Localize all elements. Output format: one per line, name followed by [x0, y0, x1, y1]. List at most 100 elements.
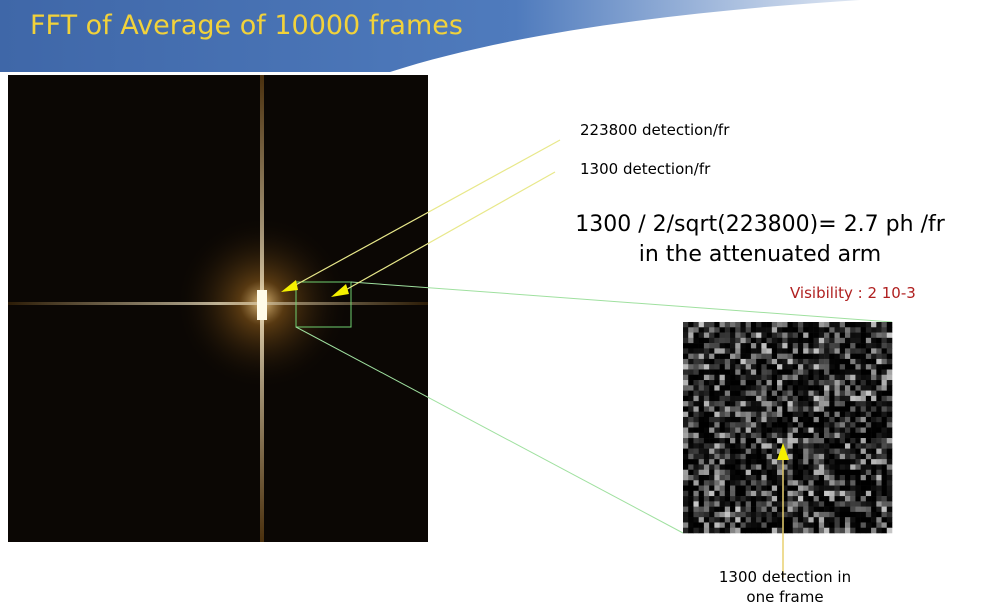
noise-pixel — [819, 417, 825, 423]
noise-pixel — [808, 475, 814, 481]
noise-pixel — [887, 417, 893, 423]
noise-pixel — [845, 528, 851, 534]
noise-pixel — [798, 496, 804, 502]
noise-pixel — [730, 491, 736, 497]
noise-pixel — [730, 401, 736, 407]
noise-pixel — [735, 438, 741, 444]
noise-pixel — [735, 401, 741, 407]
noise-pixel — [683, 380, 689, 386]
noise-pixel — [866, 354, 872, 360]
noise-pixel — [777, 428, 783, 434]
noise-pixel — [746, 354, 752, 360]
noise-pixel — [714, 443, 720, 449]
noise-pixel — [688, 528, 694, 534]
slide-title: FFT of Average of 10000 frames — [30, 10, 463, 41]
noise-pixel — [882, 406, 888, 412]
noise-pixel — [730, 333, 736, 339]
noise-pixel — [777, 396, 783, 402]
noise-pixel — [704, 354, 710, 360]
noise-pixel — [850, 428, 856, 434]
noise-pixel — [876, 354, 882, 360]
noise-pixel — [803, 375, 809, 381]
noise-pixel — [803, 528, 809, 534]
noise-pixel — [767, 375, 773, 381]
noise-pixel — [824, 443, 830, 449]
noise-pixel — [840, 338, 846, 344]
noise-pixel — [798, 470, 804, 476]
noise-pixel — [720, 438, 726, 444]
noise-pixel — [693, 359, 699, 365]
noise-pixel — [714, 491, 720, 497]
noise-pixel — [730, 480, 736, 486]
noise-pixel — [798, 364, 804, 370]
noise-pixel — [788, 417, 794, 423]
noise-pixel — [688, 486, 694, 492]
noise-pixel — [756, 396, 762, 402]
noise-pixel — [824, 354, 830, 360]
inset-caption: one frame — [700, 588, 870, 606]
noise-pixel — [751, 475, 757, 481]
noise-pixel — [714, 369, 720, 375]
noise-pixel — [699, 501, 705, 507]
noise-pixel — [767, 322, 773, 328]
noise-pixel — [746, 464, 752, 470]
noise-pixel — [782, 322, 788, 328]
noise-pixel — [772, 454, 778, 460]
noise-pixel — [866, 459, 872, 465]
noise-pixel — [756, 343, 762, 349]
formula-line: in the attenuated arm — [540, 242, 980, 267]
noise-pixel — [845, 375, 851, 381]
noise-pixel — [798, 517, 804, 523]
fft-horizontal-line — [8, 302, 428, 305]
noise-pixel — [709, 417, 715, 423]
noise-pixel — [871, 449, 877, 455]
noise-pixel — [756, 322, 762, 328]
noise-pixel — [782, 417, 788, 423]
noise-pixel — [767, 359, 773, 365]
noise-pixel — [735, 528, 741, 534]
noise-pixel — [808, 359, 814, 365]
noise-pixel — [699, 385, 705, 391]
noise-pixel — [855, 322, 861, 328]
noise-pixel — [772, 528, 778, 534]
noise-pixel — [683, 438, 689, 444]
noise-pixel — [704, 438, 710, 444]
noise-pixel — [882, 369, 888, 375]
noise-pixel — [746, 517, 752, 523]
noise-pixel — [840, 333, 846, 339]
noise-pixel — [876, 380, 882, 386]
noise-pixel — [746, 406, 752, 412]
noise-pixel — [761, 343, 767, 349]
noise-pixel — [714, 459, 720, 465]
noise-pixel — [777, 343, 783, 349]
noise-pixel — [882, 391, 888, 397]
noise-pixel — [835, 486, 841, 492]
noise-pixel — [850, 480, 856, 486]
noise-pixel — [756, 443, 762, 449]
noise-pixel — [730, 348, 736, 354]
noise-pixel — [714, 422, 720, 428]
noise-pixel — [824, 512, 830, 518]
noise-pixel — [788, 522, 794, 528]
noise-pixel — [746, 338, 752, 344]
noise-pixel — [777, 364, 783, 370]
noise-pixel — [756, 486, 762, 492]
noise-pixel — [714, 343, 720, 349]
noise-pixel — [699, 491, 705, 497]
noise-pixel — [704, 475, 710, 481]
noise-pixel — [683, 449, 689, 455]
noise-pixel — [751, 512, 757, 518]
noise-pixel — [693, 385, 699, 391]
noise-pixel — [704, 470, 710, 476]
noise-pixel — [887, 480, 893, 486]
noise-pixel — [683, 343, 689, 349]
noise-pixel — [782, 359, 788, 365]
noise-pixel — [798, 333, 804, 339]
noise-pixel — [761, 443, 767, 449]
noise-pixel — [730, 364, 736, 370]
noise-pixel — [861, 459, 867, 465]
noise-pixel — [871, 480, 877, 486]
noise-pixel — [740, 391, 746, 397]
noise-pixel — [814, 391, 820, 397]
noise-pixel — [782, 391, 788, 397]
